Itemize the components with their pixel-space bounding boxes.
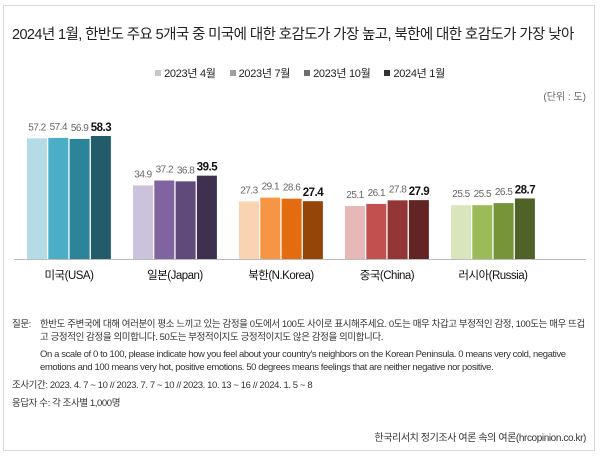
legend-label: 2023년 10월	[313, 68, 371, 80]
category-label: 중국(China)	[360, 270, 415, 282]
bar	[154, 180, 175, 259]
bar	[175, 181, 196, 259]
question-english: On a scale of 0 to 100, please indicate …	[40, 349, 566, 373]
bar	[345, 206, 365, 259]
data-label: 25.5	[452, 189, 470, 200]
category-label: 북한(N.Korea)	[248, 269, 314, 282]
card-border	[3, 5, 595, 451]
data-label: 36.8	[177, 165, 195, 176]
bar	[27, 138, 47, 259]
data-label: 57.4	[50, 122, 68, 133]
bar	[493, 203, 514, 259]
data-label: 34.9	[134, 169, 152, 180]
data-label: 29.1	[262, 182, 280, 193]
data-label: 28.6	[283, 183, 301, 194]
data-label: 28.7	[515, 184, 535, 196]
bar	[260, 197, 281, 259]
data-label: 27.4	[303, 187, 324, 199]
unit-label: (단위 : 도)	[543, 92, 586, 103]
bar	[196, 175, 217, 259]
data-label: 25.5	[474, 189, 492, 200]
notes: 질문: 한반도 주변국에 대해 여러분이 평소 느끼고 있는 감정을 0도에서 …	[12, 318, 590, 410]
legend-swatch	[155, 70, 162, 76]
data-label: 27.3	[240, 185, 258, 196]
legend-label: 2023년 7월	[238, 68, 291, 80]
bar	[366, 203, 387, 259]
data-label: 57.2	[28, 122, 46, 133]
bar	[239, 201, 259, 259]
legend-item: 2023년 10월	[304, 68, 371, 80]
legend-item: 2023년 7월	[229, 68, 291, 80]
bar	[69, 138, 90, 259]
data-label: 58.3	[91, 122, 111, 134]
legend-item: 2024년 1월	[384, 68, 445, 80]
respondents: 응답자 수: 각 조사별 1,000명	[12, 398, 121, 409]
bar	[387, 200, 408, 259]
category-label: 러시아(Russia)	[458, 269, 528, 282]
bar	[408, 200, 429, 259]
source: 한국리서치 정기조사 여론 속의 여론(hrcopinion.co.kr)	[374, 433, 586, 444]
category-label: 일본(Japan)	[147, 268, 203, 282]
data-label: 26.1	[368, 188, 386, 199]
bar-chart: 57.2 57.4 56.9 58.3 미국(USA) 34.9 37.2 36.8 39.5 일…	[14, 122, 586, 282]
bar	[451, 205, 471, 259]
bar	[514, 198, 535, 259]
data-label: 27.8	[389, 184, 407, 195]
survey-period: 조사기간: 2023. 4. 7 ~ 10 // 2023. 7. 7 ~ 10…	[12, 380, 313, 391]
bar	[90, 136, 111, 259]
legend-swatch	[229, 70, 236, 76]
data-label: 26.5	[495, 187, 513, 198]
data-label: 37.2	[156, 165, 174, 176]
legend-label: 2023년 4월	[164, 68, 216, 80]
category-label: 미국(USA)	[44, 269, 94, 282]
legend: 2023년 4월 2023년 7월 2023년 10월 2024년 1월	[0, 65, 600, 81]
bar	[133, 185, 153, 259]
bar	[48, 137, 69, 259]
data-label: 39.5	[197, 162, 218, 174]
bar	[472, 205, 493, 259]
legend-swatch	[304, 70, 311, 76]
chart-title: 2024년 1월, 한반도 주요 5개국 중 미국에 대한 호감도가 가장 높고…	[12, 27, 574, 43]
legend-swatch	[384, 70, 391, 76]
question-korean: 한반도 주변국에 대해 여러분이 평소 느끼고 있는 감정을 0도에서 100도…	[40, 319, 585, 343]
legend-label: 2024년 1월	[393, 68, 445, 80]
bar	[281, 198, 302, 259]
data-label: 25.1	[346, 190, 364, 201]
data-label: 27.9	[409, 186, 429, 198]
legend-item: 2023년 4월	[155, 68, 216, 80]
bar	[302, 201, 323, 259]
data-label: 56.9	[71, 123, 89, 134]
question-label: 질문:	[12, 319, 31, 330]
